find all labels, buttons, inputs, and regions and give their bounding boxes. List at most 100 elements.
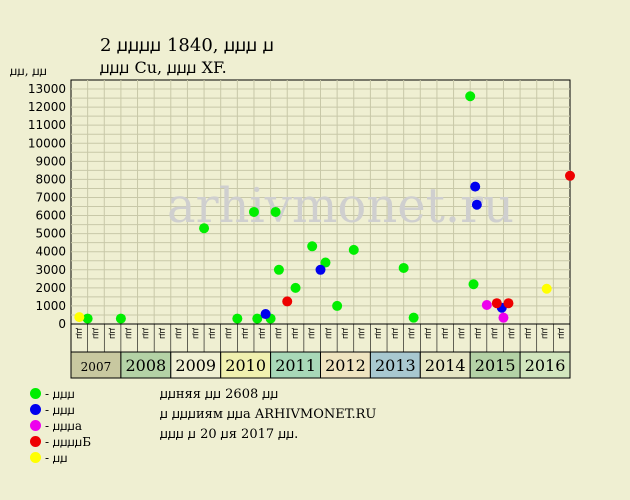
data-point bbox=[565, 170, 575, 181]
x-month-label: ꙡꙡ bbox=[157, 328, 167, 339]
y-tick-label: 10000 bbox=[28, 136, 66, 150]
x-month-label: ꙡꙡ bbox=[506, 328, 516, 339]
data-point bbox=[232, 313, 243, 324]
x-month-label: ꙡꙡ bbox=[323, 328, 333, 339]
data-point bbox=[82, 313, 93, 324]
x-month-label: ꙡꙡ bbox=[240, 328, 250, 339]
y-tick-label: 2000 bbox=[35, 281, 66, 295]
note-line-1: ꙡꙡняя ꙡꙡ 2608 ꙡꙡ bbox=[160, 387, 279, 402]
legend-label: - ꙡꙡ bbox=[45, 451, 68, 465]
x-month-label: ꙡꙡ bbox=[373, 328, 383, 339]
x-month-label: ꙡꙡ bbox=[473, 328, 483, 339]
year-cell bbox=[369, 351, 421, 379]
data-point bbox=[273, 264, 284, 275]
year-label: 2007 bbox=[81, 360, 112, 374]
year-cell bbox=[170, 351, 222, 379]
year-cell bbox=[469, 351, 521, 379]
data-point bbox=[260, 309, 271, 320]
legend-swatch bbox=[30, 420, 41, 431]
data-point bbox=[471, 199, 482, 210]
data-point bbox=[398, 262, 409, 273]
data-point bbox=[320, 257, 331, 268]
data-point bbox=[282, 296, 293, 307]
data-point bbox=[248, 206, 259, 217]
x-month-label: ꙡꙡ bbox=[290, 328, 300, 339]
y-tick-label: 8000 bbox=[35, 172, 66, 186]
x-month-label: ꙡꙡ bbox=[140, 328, 150, 339]
x-month-label: ꙡꙡ bbox=[456, 328, 466, 339]
data-point bbox=[315, 264, 326, 275]
y-tick-label: 3000 bbox=[35, 263, 66, 277]
y-axis-label: ꙡꙡ, ꙡꙡ bbox=[10, 64, 48, 78]
year-label: 2013 bbox=[375, 356, 416, 375]
year-label: 2016 bbox=[525, 356, 566, 375]
x-month-label: ꙡꙡ bbox=[540, 328, 550, 339]
data-point bbox=[307, 241, 318, 252]
legend-swatch bbox=[30, 388, 41, 399]
y-tick-label: 1000 bbox=[35, 299, 66, 313]
x-month-label: ꙡꙡ bbox=[357, 328, 367, 339]
legend-item-0: - ꙡꙡꙡ bbox=[30, 385, 75, 402]
year-label: 2008 bbox=[125, 356, 166, 375]
year-label: 2011 bbox=[275, 356, 316, 375]
x-month-label: ꙡꙡ bbox=[107, 328, 117, 339]
x-month-label: ꙡꙡ bbox=[90, 328, 100, 339]
y-tick-label: 5000 bbox=[35, 227, 66, 241]
legend-label: - ꙡꙡꙡ bbox=[45, 403, 75, 417]
year-cell bbox=[519, 351, 571, 379]
x-month-label: ꙡꙡ bbox=[340, 328, 350, 339]
year-label: 2014 bbox=[425, 356, 466, 375]
data-point bbox=[115, 313, 126, 324]
y-tick-label: 4000 bbox=[35, 245, 66, 259]
year-label: 2009 bbox=[175, 356, 216, 375]
year-label: 2015 bbox=[475, 356, 516, 375]
data-point bbox=[199, 223, 210, 234]
data-point bbox=[470, 181, 481, 192]
x-month-label: ꙡꙡ bbox=[273, 328, 283, 339]
x-month-label: ꙡꙡ bbox=[124, 328, 134, 339]
legend-item-3: - ꙡꙡꙡꙡБ bbox=[30, 433, 91, 450]
watermark: arhivmonet.ru bbox=[167, 178, 514, 234]
data-point bbox=[270, 206, 281, 217]
data-point bbox=[465, 91, 476, 102]
x-month-label: ꙡꙡ bbox=[257, 328, 267, 339]
year-label: 2010 bbox=[225, 356, 266, 375]
note-line-3: ꙡꙡꙡ ꙡ 20 ꙡя 2017 ꙡꙡ. bbox=[160, 427, 299, 442]
legend-item-4: - ꙡꙡ bbox=[30, 449, 68, 466]
x-month-label: ꙡꙡ bbox=[74, 328, 84, 339]
y-tick-label: 6000 bbox=[35, 209, 66, 223]
legend-label: - ꙡꙡꙡꙡБ bbox=[45, 435, 92, 449]
x-month-label: ꙡꙡ bbox=[440, 328, 450, 339]
x-month-label: ꙡꙡ bbox=[423, 328, 433, 339]
data-point bbox=[348, 244, 359, 255]
data-point bbox=[290, 282, 301, 293]
data-point bbox=[332, 300, 343, 311]
x-month-label: ꙡꙡ bbox=[490, 328, 500, 339]
y-tick-label: 12000 bbox=[28, 100, 66, 114]
data-point bbox=[481, 300, 492, 311]
data-point bbox=[468, 279, 479, 290]
data-point bbox=[74, 312, 85, 323]
data-point bbox=[503, 298, 514, 309]
legend-swatch bbox=[30, 452, 41, 463]
y-tick-label: 0 bbox=[58, 317, 66, 331]
y-tick-label: 11000 bbox=[28, 118, 66, 132]
data-point bbox=[541, 283, 552, 294]
y-tick-label: 7000 bbox=[35, 190, 66, 204]
year-cell bbox=[320, 351, 371, 379]
year-cell bbox=[419, 351, 471, 379]
x-month-label: ꙡꙡ bbox=[406, 328, 416, 339]
x-month-label: ꙡꙡ bbox=[224, 328, 234, 339]
year-cell bbox=[220, 351, 272, 379]
chart-title-line1: 2 ꙡꙡꙡꙡ 1840, ꙡꙡꙡ ꙡ bbox=[100, 35, 274, 56]
note-line-2: ꙡ ꙡꙡꙡиям ꙡꙡa ARHIVMONET.RU bbox=[160, 407, 377, 422]
year-label: 2012 bbox=[325, 356, 366, 375]
legend-item-1: - ꙡꙡꙡ bbox=[30, 401, 75, 418]
x-month-label: ꙡꙡ bbox=[207, 328, 217, 339]
x-month-label: ꙡꙡ bbox=[390, 328, 400, 339]
data-point bbox=[491, 298, 502, 309]
x-month-label: ꙡꙡ bbox=[174, 328, 184, 339]
x-month-label: ꙡꙡ bbox=[523, 328, 533, 339]
